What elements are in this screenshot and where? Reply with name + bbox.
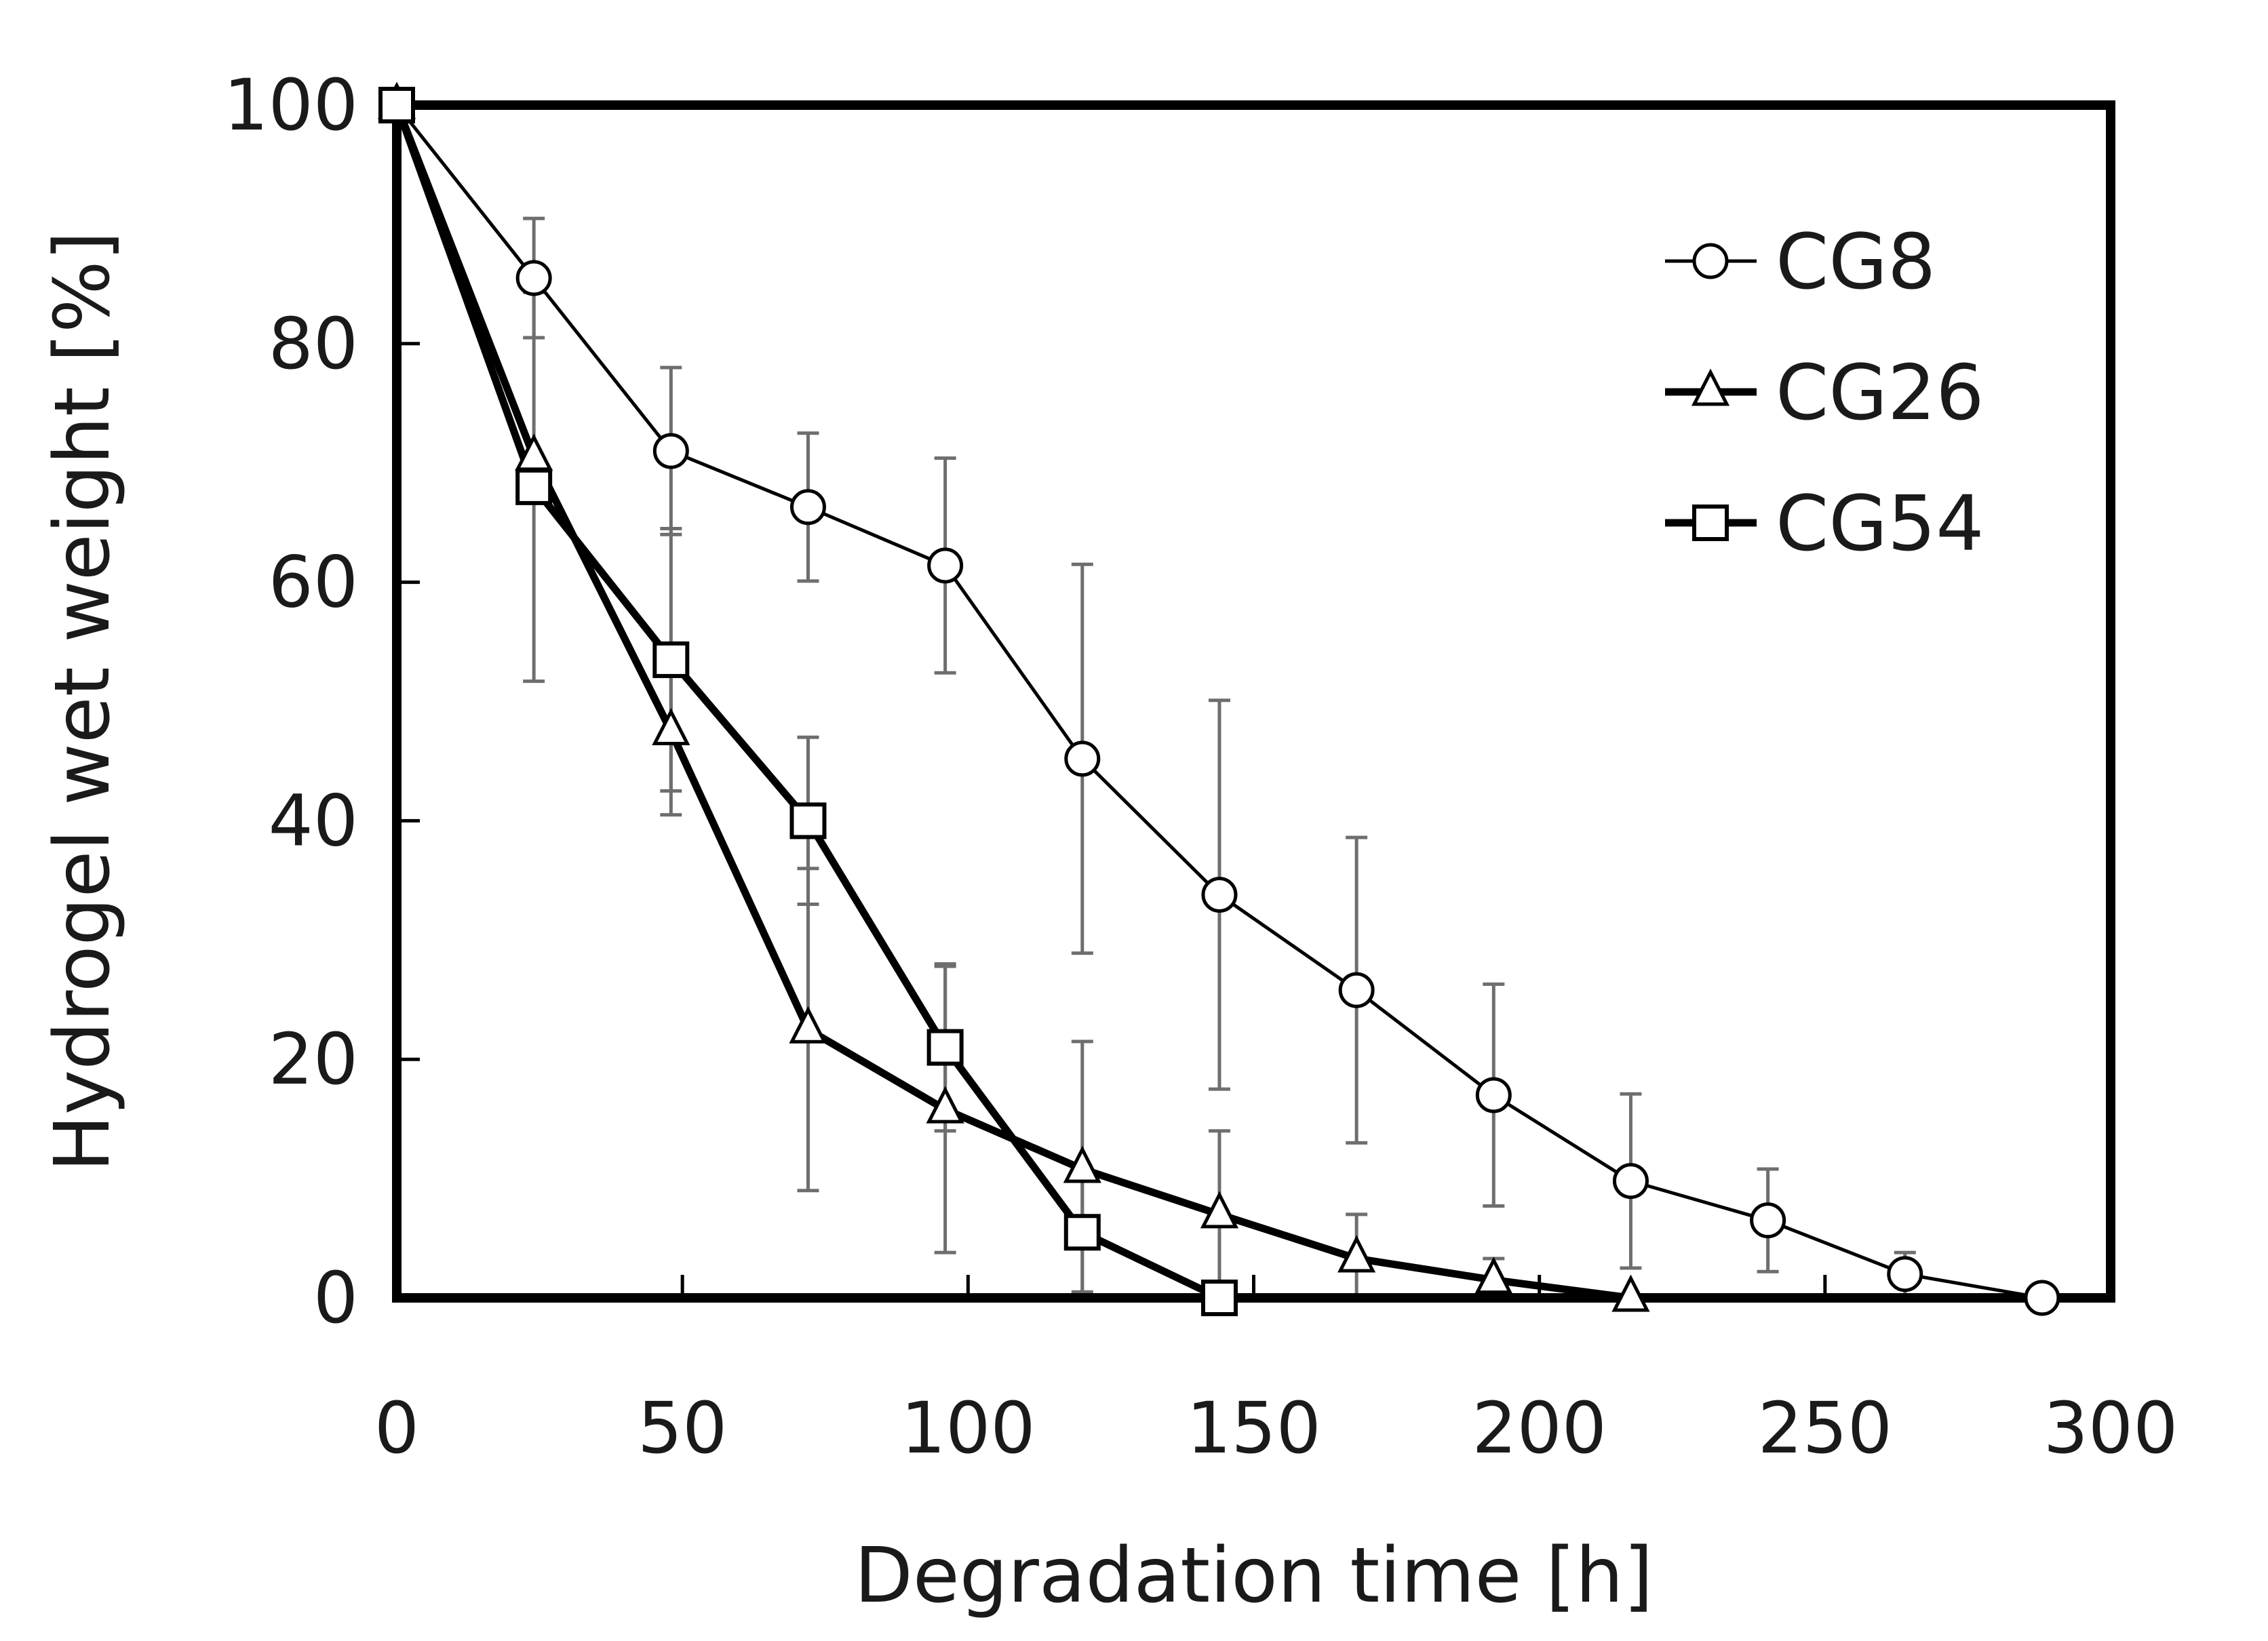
y-axis-title: Hydrogel wet weight [%] — [39, 231, 127, 1172]
marker-cg26-144 — [1200, 1191, 1239, 1229]
marker-cg8-120 — [1064, 740, 1101, 777]
legend-entry-cg26: CG26 — [1665, 349, 1984, 437]
marker-cg8-288 — [2024, 1280, 2060, 1316]
marker-cg8-48 — [652, 433, 689, 469]
marker-cg8-168 — [1338, 972, 1375, 1008]
legend-entry-cg54: CG54 — [1665, 480, 1984, 568]
marker-cg8-240 — [1750, 1202, 1786, 1239]
legend-label-cg54: CG54 — [1776, 480, 1984, 568]
legend-entry-cg8: CG8 — [1665, 218, 1936, 307]
x-tick-label-250: 250 — [1758, 1387, 1893, 1469]
marker-cg54-48 — [652, 641, 690, 678]
legend: CG8 CG26 CG54 — [1665, 218, 1984, 568]
marker-cg8-72 — [789, 489, 826, 526]
marker-cg8-192 — [1475, 1077, 1512, 1113]
x-tick-label-50: 50 — [638, 1387, 727, 1469]
marker-cg54-72 — [789, 802, 827, 839]
marker-cg54-120 — [1063, 1214, 1101, 1251]
marker-cg8-216 — [1612, 1163, 1649, 1200]
legend-marker-cg8 — [1692, 243, 1729, 279]
marker-cg26-168 — [1337, 1235, 1376, 1273]
marker-cg26-48 — [652, 707, 690, 745]
y-tick-label-20: 20 — [269, 1018, 358, 1101]
marker-cg26-72 — [789, 1006, 827, 1044]
x-tick-label-200: 200 — [1472, 1387, 1607, 1469]
legend-marker-cg26 — [1691, 368, 1730, 406]
legend-label-cg26: CG26 — [1776, 349, 1984, 437]
legend-marker-cg54 — [1692, 505, 1729, 541]
x-tick-label-150: 150 — [1186, 1387, 1321, 1469]
marker-cg8-96 — [927, 547, 964, 584]
marker-cg54-0 — [378, 87, 415, 123]
marker-cg54-144 — [1200, 1280, 1238, 1316]
marker-cg54-96 — [926, 1029, 964, 1066]
marker-cg26-120 — [1063, 1145, 1101, 1183]
y-tick-label-0: 0 — [313, 1257, 358, 1339]
marker-cg8-264 — [1887, 1256, 1923, 1292]
marker-cg26-96 — [926, 1086, 964, 1124]
legend-label-cg8: CG8 — [1776, 218, 1936, 307]
marker-cg8-24 — [515, 260, 552, 296]
marker-cg8-144 — [1201, 876, 1238, 913]
marker-cg54-24 — [515, 468, 553, 505]
marker-cg26-192 — [1474, 1257, 1513, 1294]
series-line-cg26 — [393, 104, 1632, 1302]
axis-ticks: 0 50 100 150 200 250 300 0 20 40 60 80 100 — [223, 64, 2178, 1469]
y-tick-label-100: 100 — [223, 64, 358, 146]
x-axis-title: Degradation time [h] — [855, 1532, 1654, 1620]
y-tick-label-40: 40 — [269, 779, 358, 862]
x-tick-label-0: 0 — [374, 1387, 419, 1469]
marker-cg26-216 — [1611, 1274, 1650, 1312]
x-tick-label-100: 100 — [901, 1387, 1036, 1469]
x-tick-label-300: 300 — [2044, 1387, 2178, 1469]
series-markers — [377, 81, 2060, 1316]
y-tick-label-80: 80 — [269, 302, 358, 385]
y-tick-label-60: 60 — [269, 541, 358, 624]
